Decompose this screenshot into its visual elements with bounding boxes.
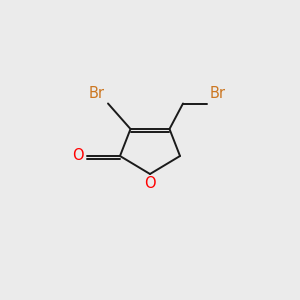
Text: Br: Br — [210, 85, 226, 100]
Text: O: O — [144, 176, 156, 191]
Text: O: O — [72, 148, 83, 164]
Text: Br: Br — [89, 85, 105, 100]
